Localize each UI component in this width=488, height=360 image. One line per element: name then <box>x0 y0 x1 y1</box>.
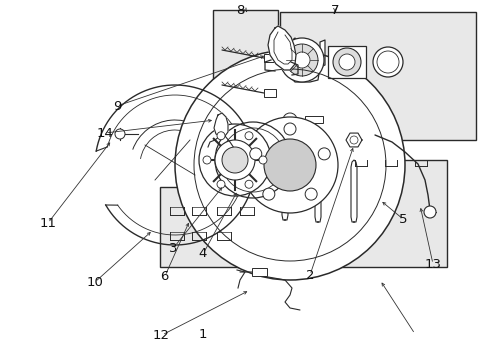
Circle shape <box>263 188 274 200</box>
Circle shape <box>293 52 309 68</box>
Polygon shape <box>314 160 320 222</box>
Bar <box>280 12 475 140</box>
Text: 5: 5 <box>398 213 407 226</box>
Text: 4: 4 <box>198 247 207 260</box>
Circle shape <box>222 147 247 173</box>
Bar <box>264 54 275 62</box>
Text: 14: 14 <box>97 127 113 140</box>
Text: 13: 13 <box>424 258 440 271</box>
Circle shape <box>338 54 354 70</box>
Polygon shape <box>214 113 227 136</box>
Circle shape <box>285 44 317 76</box>
Circle shape <box>199 124 270 196</box>
Bar <box>213 10 278 140</box>
Bar <box>160 187 269 267</box>
Circle shape <box>372 47 402 77</box>
Circle shape <box>215 140 254 180</box>
Circle shape <box>244 132 252 140</box>
Text: 1: 1 <box>198 328 207 341</box>
Circle shape <box>175 50 404 280</box>
Polygon shape <box>350 160 356 222</box>
Polygon shape <box>282 158 287 220</box>
Text: 9: 9 <box>113 100 122 113</box>
Circle shape <box>115 129 125 139</box>
Bar <box>305 116 323 123</box>
Circle shape <box>318 148 329 160</box>
Text: 2: 2 <box>305 269 314 282</box>
Text: 7: 7 <box>330 4 339 17</box>
Circle shape <box>217 132 224 140</box>
Circle shape <box>242 117 337 213</box>
Circle shape <box>217 180 224 188</box>
Bar <box>327 46 365 78</box>
Polygon shape <box>267 26 295 70</box>
Circle shape <box>203 156 210 164</box>
Polygon shape <box>285 38 325 82</box>
Bar <box>271 160 446 267</box>
Circle shape <box>280 38 324 82</box>
Circle shape <box>423 206 435 218</box>
Polygon shape <box>346 133 361 147</box>
Bar <box>264 89 275 97</box>
Bar <box>251 268 266 276</box>
Text: 8: 8 <box>236 4 244 17</box>
Text: 10: 10 <box>87 276 103 289</box>
Text: 3: 3 <box>169 242 178 255</box>
Circle shape <box>259 156 266 164</box>
Text: 6: 6 <box>160 270 169 283</box>
Circle shape <box>283 113 296 127</box>
Text: 11: 11 <box>40 217 56 230</box>
Circle shape <box>332 48 360 76</box>
Circle shape <box>284 123 295 135</box>
Circle shape <box>249 148 261 160</box>
Text: 12: 12 <box>153 329 169 342</box>
Circle shape <box>244 180 252 188</box>
Circle shape <box>264 139 315 191</box>
Circle shape <box>305 188 317 200</box>
